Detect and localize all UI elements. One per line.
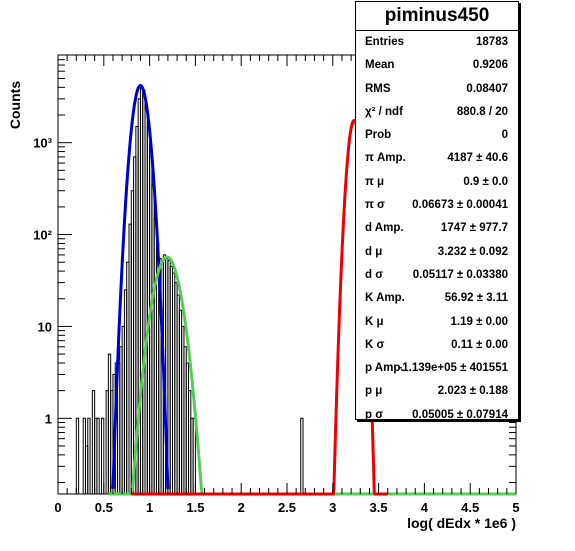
stats-value: 0.06673 ± 0.00041 bbox=[412, 199, 508, 212]
stats-key: p Amp. bbox=[365, 362, 404, 375]
stats-key: Prob bbox=[365, 129, 392, 142]
stats-value: 3.232 ± 0.092 bbox=[437, 245, 508, 258]
stats-value: 1747 ± 977.7 bbox=[440, 222, 508, 235]
x-tick-label: 3.5 bbox=[370, 500, 388, 515]
x-tick-label: 5 bbox=[512, 500, 519, 515]
histogram-bin bbox=[192, 417, 196, 494]
stats-row: p σ 0.05005 ± 0.07914 bbox=[356, 404, 518, 427]
stats-value: -1.139e+05 ± 401551 bbox=[398, 362, 508, 375]
histogram-bars bbox=[75, 86, 304, 494]
stats-value: 18783 bbox=[476, 36, 508, 48]
y-tick-label: 10 bbox=[38, 319, 52, 334]
stats-key: p σ bbox=[365, 408, 384, 421]
histogram-bin bbox=[101, 417, 105, 494]
x-tick-label: 0 bbox=[54, 500, 61, 515]
stats-row: d μ 3.232 ± 0.092 bbox=[356, 241, 518, 264]
stats-value: 0 bbox=[501, 129, 508, 142]
x-tick-label: 4.5 bbox=[461, 500, 479, 515]
stats-key: K μ bbox=[365, 315, 384, 328]
y-axis-label: Counts bbox=[7, 81, 23, 129]
x-tick-label: 3 bbox=[329, 500, 336, 515]
stats-title: piminus450 bbox=[356, 2, 518, 31]
stats-row: d Amp. 1747 ± 977.7 bbox=[356, 217, 518, 240]
stats-key: d Amp. bbox=[365, 222, 404, 235]
stats-key: K σ bbox=[365, 338, 385, 351]
x-tick-label: 0.5 bbox=[95, 500, 113, 515]
stats-row: Prob 0 bbox=[356, 124, 518, 147]
stats-rows: Entries 18783 Mean 0.9206 RMS 0.08407 χ² / ndf… bbox=[356, 31, 518, 427]
x-tick-label: 4 bbox=[421, 500, 429, 515]
stats-key: RMS bbox=[365, 82, 391, 95]
stats-key: π μ bbox=[365, 175, 385, 188]
y-tick-label: 10³ bbox=[33, 136, 52, 151]
histogram-bin bbox=[87, 417, 91, 494]
stats-key: d σ bbox=[365, 268, 384, 281]
histogram-bin bbox=[75, 417, 80, 494]
stats-row: RMS 0.08407 bbox=[356, 78, 518, 101]
fit-curve bbox=[111, 84, 170, 489]
stats-row: Entries 18783 bbox=[356, 31, 518, 54]
x-tick-label: 2.5 bbox=[278, 500, 296, 515]
stats-key: d μ bbox=[365, 245, 383, 258]
stats-value: 2.023 ± 0.188 bbox=[437, 385, 508, 398]
stats-key: Entries bbox=[365, 36, 404, 48]
stats-key: K Amp. bbox=[365, 292, 405, 305]
histogram-bin bbox=[300, 417, 304, 494]
stats-key: χ² / ndf bbox=[365, 105, 403, 118]
stats-key: p μ bbox=[365, 385, 383, 398]
x-axis-label: log( dEdx * 1e6 ) bbox=[407, 515, 516, 531]
x-tick-label: 1 bbox=[146, 500, 153, 515]
stats-value: 0.05005 ± 0.07914 bbox=[412, 408, 508, 421]
stats-value: 0.08407 bbox=[466, 82, 508, 95]
stats-row: K μ 1.19 ± 0.00 bbox=[356, 311, 518, 334]
stats-row: π σ 0.06673 ± 0.00041 bbox=[356, 194, 518, 217]
stats-row: π Amp. 4187 ± 40.6 bbox=[356, 147, 518, 170]
stats-key: Mean bbox=[365, 59, 395, 72]
stats-value: 1.19 ± 0.00 bbox=[450, 315, 508, 328]
stats-row: p Amp. -1.139e+05 ± 401551 bbox=[356, 357, 518, 380]
stats-row: p μ 2.023 ± 0.188 bbox=[356, 380, 518, 403]
stats-row: K σ 0.11 ± 0.00 bbox=[356, 334, 518, 357]
stats-value: 880.8 / 20 bbox=[456, 105, 508, 118]
stats-key: π Amp. bbox=[365, 152, 406, 165]
stats-row: Mean 0.9206 bbox=[356, 54, 518, 77]
stats-row: π μ 0.9 ± 0.0 bbox=[356, 171, 518, 194]
x-tick-label: 1.5 bbox=[186, 500, 204, 515]
stats-value: 56.92 ± 3.11 bbox=[444, 292, 508, 305]
stats-row: χ² / ndf 880.8 / 20 bbox=[356, 101, 518, 124]
stats-value: 0.9 ± 0.0 bbox=[463, 175, 508, 188]
histogram-bin bbox=[96, 417, 100, 494]
stats-value: 0.11 ± 0.00 bbox=[451, 338, 508, 351]
stats-row: K Amp. 56.92 ± 3.11 bbox=[356, 287, 518, 310]
stats-row: d σ 0.05117 ± 0.03380 bbox=[356, 264, 518, 287]
stats-value: 0.9206 bbox=[472, 59, 508, 72]
stats-key: π σ bbox=[365, 199, 385, 212]
stats-box: piminus450 Entries 18783 Mean 0.9206 RMS 0.08… bbox=[355, 1, 519, 421]
x-tick-label: 2 bbox=[238, 500, 245, 515]
y-tick-label: 10² bbox=[33, 228, 52, 243]
stats-value: 4187 ± 40.6 bbox=[447, 152, 508, 165]
stats-value: 0.05117 ± 0.03380 bbox=[412, 268, 508, 281]
y-tick-label: 1 bbox=[45, 411, 52, 426]
